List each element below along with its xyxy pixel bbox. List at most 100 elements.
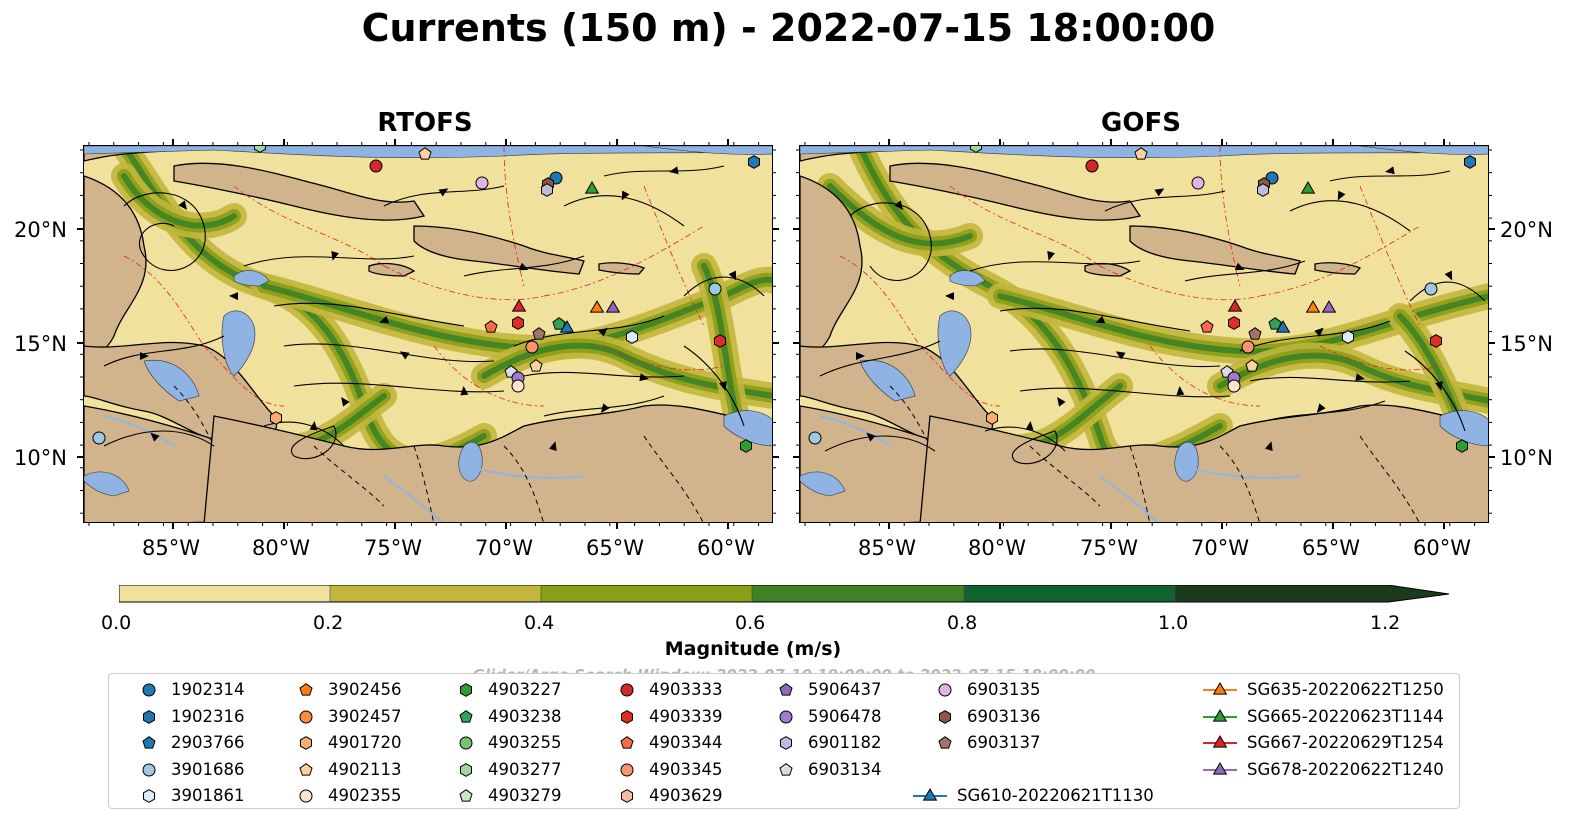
hexagon-marker-icon bbox=[621, 709, 633, 724]
float-marker-4902113 bbox=[1134, 147, 1148, 160]
float-marker-6903137 bbox=[532, 327, 546, 340]
legend-label: 5906478 bbox=[808, 706, 882, 726]
float-marker-4903339 bbox=[714, 334, 726, 348]
float-marker-3901686 bbox=[808, 431, 822, 445]
circle-marker-icon bbox=[779, 710, 793, 723]
lat-tick-right-15n: 15°N bbox=[1500, 332, 1553, 356]
colorbar-tick-5: 1.0 bbox=[1158, 612, 1189, 634]
map-panel-gofs[interactable] bbox=[799, 145, 1489, 523]
float-marker-4903345 bbox=[1241, 340, 1255, 354]
glider-marker-SG667-20220629T1254 bbox=[1227, 299, 1243, 312]
legend-label: 4903629 bbox=[649, 786, 723, 805]
colorbar-segment-1 bbox=[119, 585, 330, 602]
circle-marker-icon bbox=[299, 789, 313, 803]
legend-label: 5906437 bbox=[808, 680, 882, 699]
hexagon-marker-icon bbox=[621, 789, 633, 803]
legend-label: 4903279 bbox=[488, 786, 562, 805]
colorbar-tick-6: 1.2 bbox=[1370, 612, 1401, 634]
lon-tick-left-65w: 65°W bbox=[586, 536, 644, 560]
lon-tick-right-75w: 75°W bbox=[1080, 536, 1138, 560]
legend-label: 4903255 bbox=[488, 733, 562, 752]
colorbar-extend-arrow bbox=[1388, 585, 1449, 602]
colorbar-tick-1: 0.2 bbox=[313, 612, 344, 634]
legend-label: 1902316 bbox=[171, 706, 245, 726]
colorbar-segment-3 bbox=[541, 585, 752, 602]
pentagon-marker-icon bbox=[620, 736, 634, 749]
rtofs-current-field bbox=[84, 146, 772, 522]
lon-tick-right-85w: 85°W bbox=[858, 536, 916, 560]
hexagon-marker-icon bbox=[780, 736, 792, 750]
pentagon-marker-icon bbox=[938, 736, 952, 749]
pentagon-marker-icon bbox=[459, 709, 473, 723]
colorbar-frame bbox=[119, 585, 1450, 603]
float-marker-3901686 bbox=[708, 282, 722, 296]
colorbar-segment-5 bbox=[964, 585, 1175, 602]
hexagon-marker-icon bbox=[143, 789, 155, 803]
float-marker-4903333 bbox=[1085, 159, 1099, 173]
hexagon-marker-icon bbox=[300, 736, 312, 750]
float-marker-4901720 bbox=[986, 411, 998, 425]
float-marker-4903238 bbox=[552, 317, 566, 330]
float-marker-1902316 bbox=[1464, 155, 1476, 169]
hexagon-marker-icon bbox=[143, 709, 155, 724]
lon-tick-right-80w: 80°W bbox=[968, 536, 1026, 560]
hexagon-marker-icon bbox=[939, 709, 951, 724]
pentagon-marker-icon bbox=[779, 683, 793, 696]
pentagon-marker-icon bbox=[299, 683, 313, 696]
float-marker-4903339 bbox=[512, 316, 524, 330]
float-marker-4903339 bbox=[1430, 334, 1442, 348]
legend-label: 4903344 bbox=[649, 733, 723, 752]
lat-tick-left-15n: 15°N bbox=[14, 332, 67, 356]
lon-tick-right-70w: 70°W bbox=[1191, 536, 1249, 560]
panel-title-gofs: GOFS bbox=[1101, 108, 1181, 138]
legend-label: 1902314 bbox=[171, 680, 245, 699]
glider-marker-SG635-20220622T1250 bbox=[589, 300, 605, 313]
legend-label: 2903766 bbox=[171, 733, 245, 752]
glider-marker-SG665-20220623T1144 bbox=[1300, 180, 1316, 194]
float-marker-4903227 bbox=[740, 439, 752, 453]
float-marker-4902113 bbox=[418, 147, 432, 160]
map-panel-rtofs[interactable] bbox=[83, 145, 773, 523]
legend-label: 6903136 bbox=[967, 706, 1041, 726]
hexagon-marker-icon bbox=[460, 762, 472, 777]
glider-marker-SG678-20220622T1240 bbox=[1321, 300, 1337, 313]
legend-label: 4902355 bbox=[328, 786, 402, 805]
legend-label: SG635-20220622T1250 bbox=[1247, 680, 1444, 699]
float-marker-6903135 bbox=[475, 176, 489, 190]
float-marker-4903345 bbox=[525, 340, 539, 354]
float-marker-4903277 bbox=[254, 146, 266, 153]
float-marker-4903277 bbox=[970, 146, 982, 153]
legend-label: 6903134 bbox=[808, 759, 882, 779]
circle-marker-icon bbox=[142, 683, 156, 697]
triangle-marker-icon bbox=[913, 788, 947, 801]
triangle-marker-icon bbox=[1203, 708, 1237, 722]
legend-label: 6901182 bbox=[808, 733, 882, 752]
float-marker-3901861 bbox=[626, 330, 638, 344]
lon-tick-left-60w: 60°W bbox=[697, 536, 755, 560]
float-marker-6901182 bbox=[541, 183, 553, 197]
circle-marker-icon bbox=[620, 683, 634, 697]
legend-label: 3902456 bbox=[328, 680, 402, 699]
legend-label: SG610-20220621T1130 bbox=[957, 786, 1154, 805]
lat-tick-left-20n: 20°N bbox=[14, 218, 67, 242]
colorbar bbox=[119, 585, 1388, 602]
pentagon-marker-icon bbox=[779, 762, 793, 776]
legend-label: 3902457 bbox=[328, 706, 402, 726]
legend-label: 4903333 bbox=[649, 680, 723, 699]
legend-label: 4903345 bbox=[649, 759, 723, 779]
legend-label: SG667-20220629T1254 bbox=[1247, 733, 1444, 752]
colorbar-segment-2 bbox=[330, 585, 541, 602]
legend-label: SG665-20220623T1144 bbox=[1247, 706, 1444, 726]
circle-marker-icon bbox=[299, 710, 313, 723]
lon-tick-right-65w: 65°W bbox=[1302, 536, 1360, 560]
circle-marker-icon bbox=[938, 683, 952, 697]
circle-marker-icon bbox=[142, 763, 156, 776]
legend-label: 4903277 bbox=[488, 759, 562, 779]
float-marker-4903333 bbox=[369, 159, 383, 173]
float-marker-4903344 bbox=[484, 320, 498, 333]
float-marker-4902355 bbox=[511, 379, 525, 393]
float-marker-4902113 bbox=[1245, 359, 1259, 372]
circle-marker-icon bbox=[620, 763, 634, 776]
glider-marker-SG635-20220622T1250 bbox=[1305, 300, 1321, 313]
